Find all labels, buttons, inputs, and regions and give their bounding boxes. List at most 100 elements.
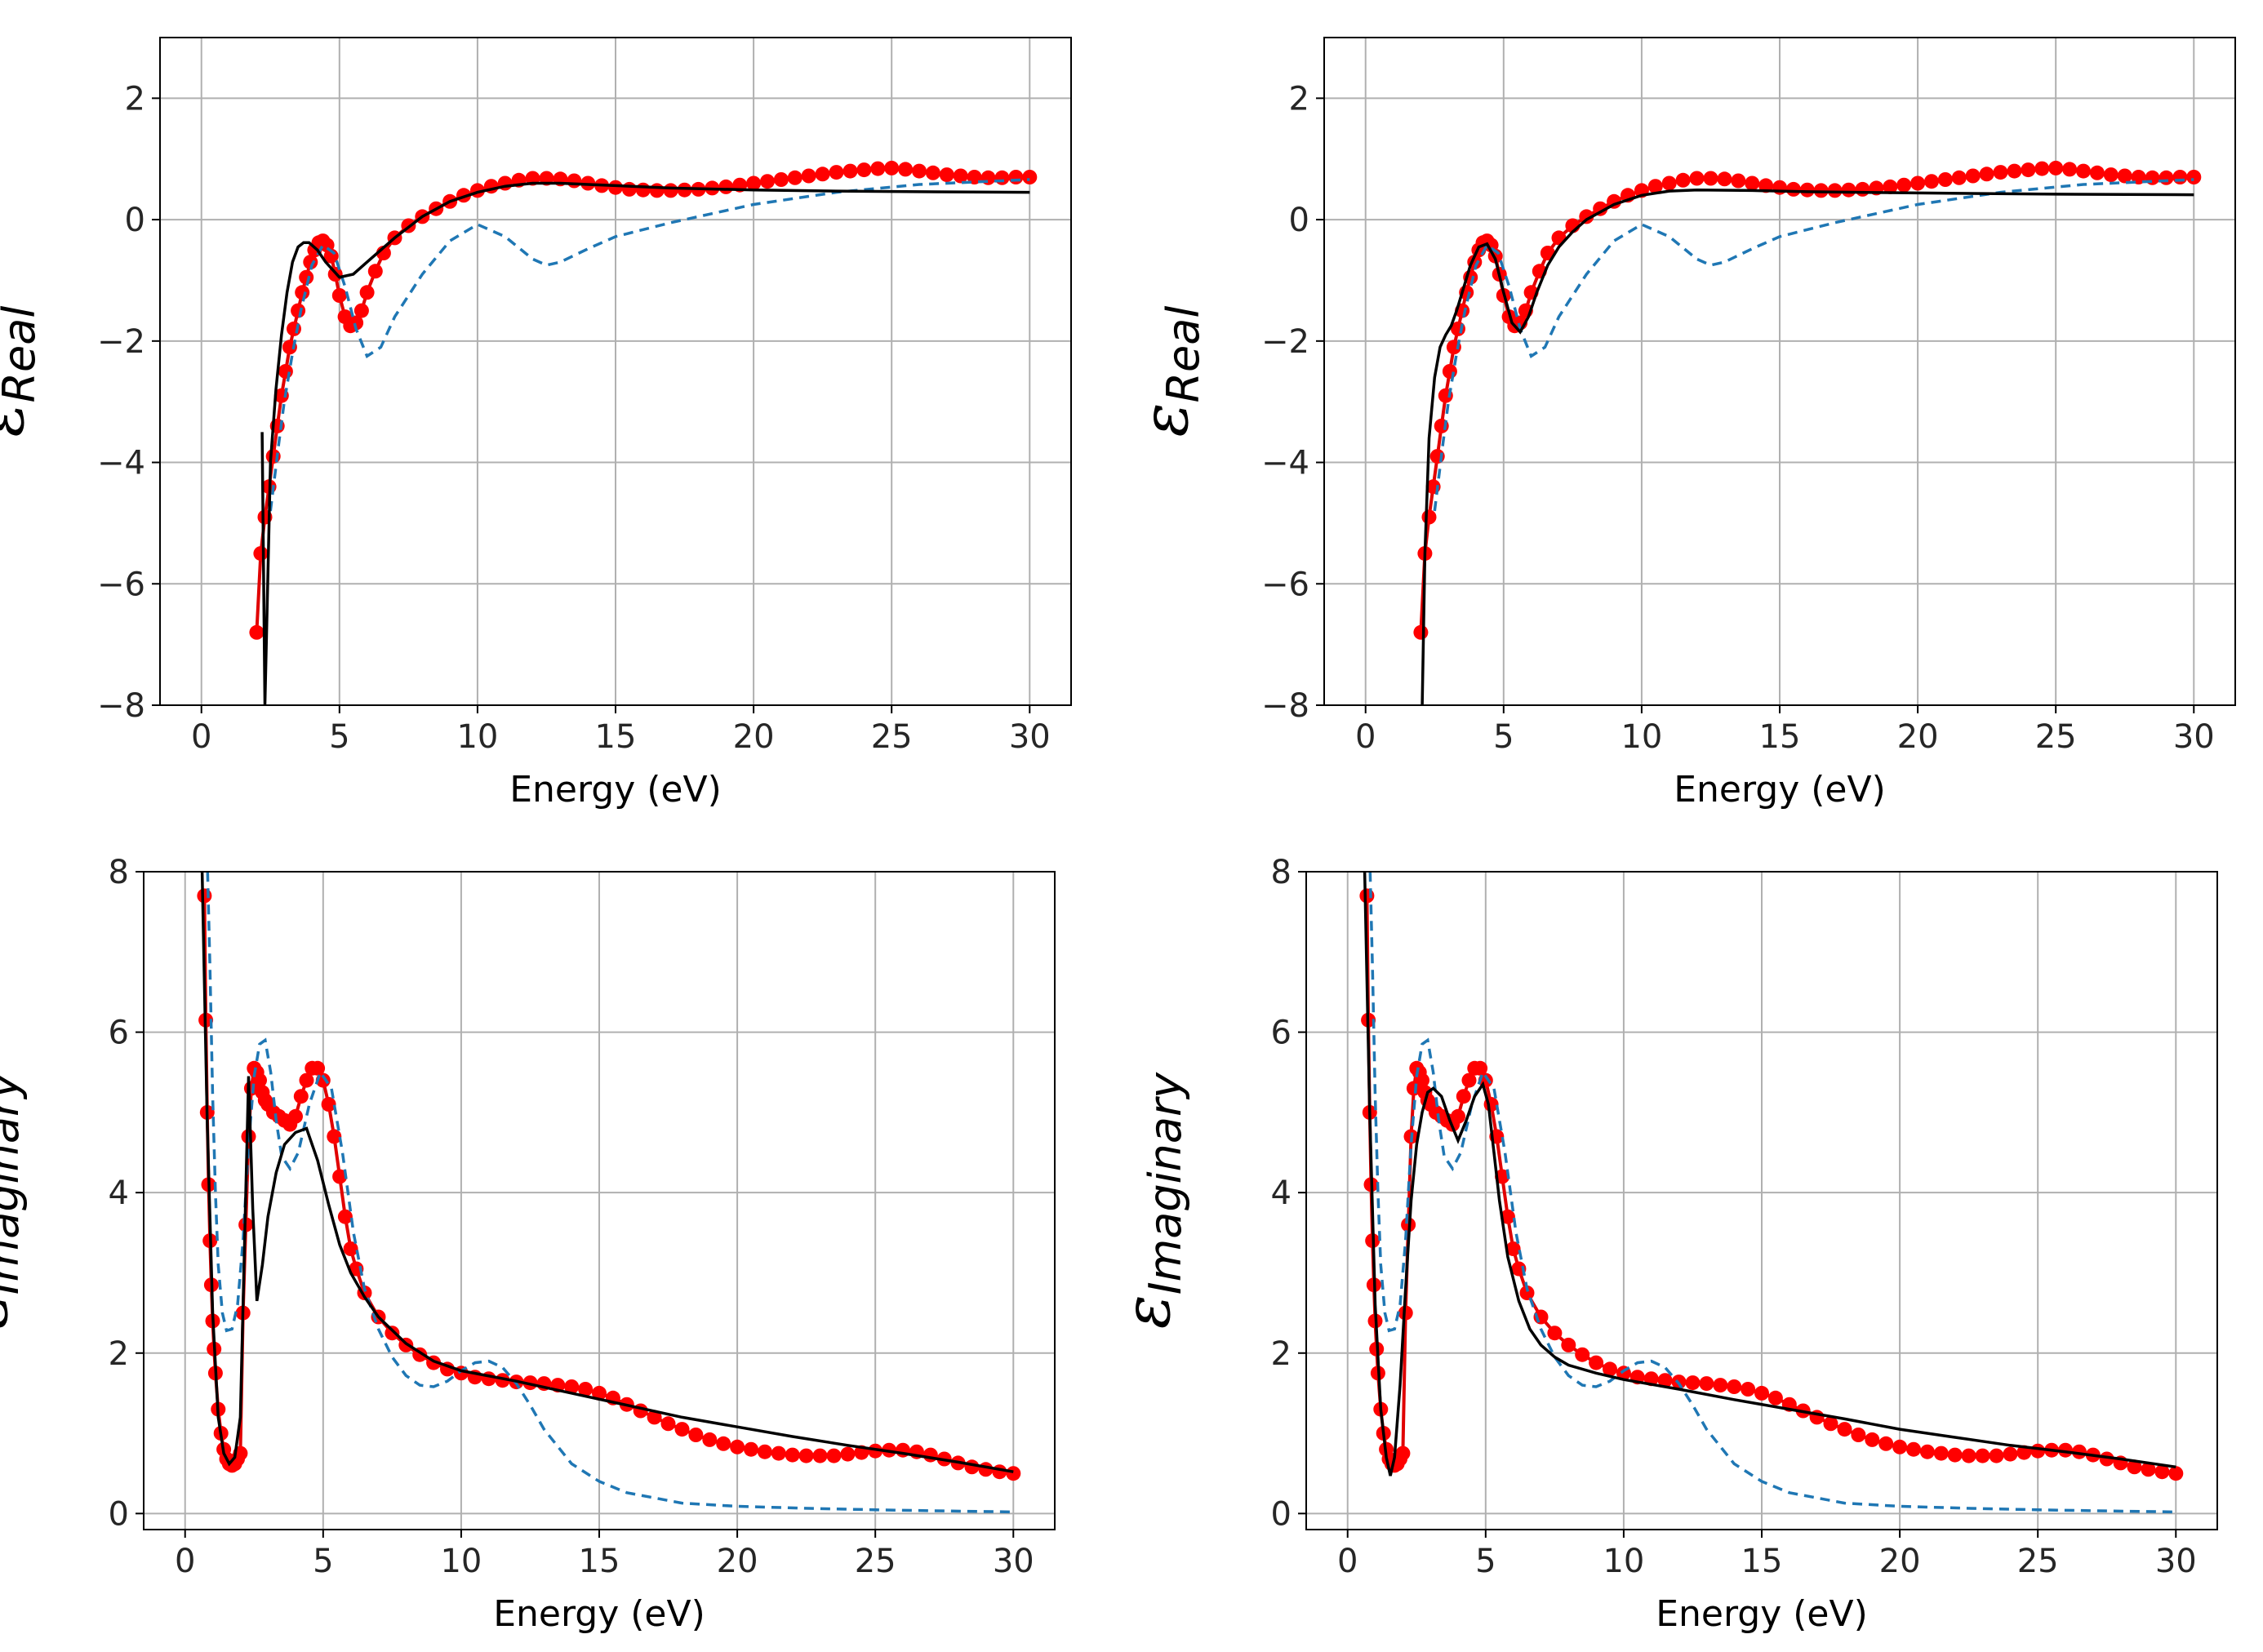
data-point <box>278 364 293 379</box>
data-point <box>332 1169 348 1184</box>
y-tick-label: 0 <box>1289 202 1309 239</box>
x-tick-label: 30 <box>2155 1543 2197 1580</box>
data-point <box>912 163 927 179</box>
data-point <box>2016 1445 2032 1460</box>
data-point <box>564 1379 580 1394</box>
series-line-reference <box>206 872 1014 1514</box>
data-point <box>1561 1337 1576 1352</box>
data-point <box>349 315 364 331</box>
panel-top-left-real: 0 5 10 15 20 25 30 −8 −6 −4 −2 0 2 Energy (eV) εReal <box>0 37 1072 810</box>
data-point <box>744 1441 758 1457</box>
y-tick-label: 2 <box>125 80 145 118</box>
data-point <box>884 160 900 175</box>
data-point <box>829 165 844 180</box>
x-tick-label: 5 <box>329 718 349 756</box>
x-tick-label: 25 <box>2017 1543 2059 1580</box>
x-axis-title: Energy (eV) <box>1674 769 1886 810</box>
data-point <box>939 167 954 183</box>
data-point <box>870 161 886 176</box>
x-tick-label: 20 <box>733 718 775 756</box>
data-point <box>337 1209 353 1224</box>
data-point <box>1965 168 1981 184</box>
data-point <box>826 1448 842 1463</box>
y-tick-label: −6 <box>1261 566 1309 603</box>
data-point <box>1993 165 2008 180</box>
data-point <box>1727 1379 1742 1394</box>
data-point <box>1006 1466 1021 1481</box>
data-point <box>1837 1422 1852 1437</box>
data-point <box>898 162 914 177</box>
x-tick-label: 10 <box>440 1543 482 1580</box>
data-point <box>1947 1447 1963 1463</box>
y-tick-label: −4 <box>97 445 145 482</box>
data-point <box>1785 181 1801 197</box>
data-point <box>1979 167 1994 182</box>
data-point <box>2089 165 2105 180</box>
data-point <box>1395 1446 1411 1461</box>
data-point <box>1910 175 1926 191</box>
data-point <box>1461 1072 1477 1088</box>
panel-top-right-real: 0 5 10 15 20 25 30 −8 −6 −4 −2 0 2 Energy (eV) εReal <box>1129 37 2236 810</box>
data-point <box>1022 170 1038 184</box>
data-point <box>760 174 775 189</box>
x-tick-label: 20 <box>1897 718 1939 756</box>
data-point <box>674 1422 690 1437</box>
data-point <box>1924 174 1939 189</box>
data-point <box>2168 1466 2184 1481</box>
data-point <box>649 183 665 198</box>
data-point <box>718 179 734 194</box>
y-tick-label: 8 <box>109 854 129 891</box>
series-line-model <box>200 872 1014 1473</box>
x-tick-label: 5 <box>1475 1543 1496 1580</box>
y-tick-label: 2 <box>109 1335 129 1373</box>
panel-bottom-right-imaginary: 0 5 10 15 20 25 30 0 2 4 6 8 Energy (eV) εImaginary <box>1111 854 2218 1635</box>
data-point <box>1937 172 1953 187</box>
data-point <box>647 1410 662 1425</box>
y-tick-label: −2 <box>1261 323 1309 361</box>
x-tick-label: 5 <box>313 1543 333 1580</box>
x-axis-title: Energy (eV) <box>493 1593 705 1635</box>
data-point <box>868 1443 883 1459</box>
data-point <box>2117 168 2132 184</box>
series-line-reference <box>1368 872 2176 1514</box>
y-axis-title-symbol: ε <box>1111 1295 1185 1329</box>
y-axis-title-subscript: Real <box>1158 306 1209 403</box>
x-tick-label: 20 <box>1879 1543 1921 1580</box>
data-point <box>787 170 802 185</box>
x-tick-label: 15 <box>595 718 637 756</box>
data-point <box>343 1241 358 1256</box>
data-point <box>757 1444 772 1459</box>
data-point <box>1456 1089 1471 1104</box>
data-point <box>367 264 383 279</box>
y-tick-label: −8 <box>1261 687 1309 725</box>
data-point <box>2007 163 2022 179</box>
x-tick-label: 15 <box>1759 718 1801 756</box>
x-tick-label: 0 <box>1355 718 1376 756</box>
data-point <box>702 1432 718 1447</box>
y-tick-label: 2 <box>1271 1335 1292 1373</box>
data-point <box>592 1385 607 1401</box>
data-point <box>1827 183 1843 198</box>
data-point <box>1505 1241 1521 1256</box>
x-tick-label: 30 <box>993 1543 1034 1580</box>
data-point <box>2030 1443 2046 1459</box>
data-point <box>856 162 872 178</box>
data-point <box>746 175 762 191</box>
series-line-reference <box>269 178 1030 512</box>
data-point <box>1500 1209 1515 1224</box>
data-point <box>578 1382 594 1397</box>
data-point <box>1575 1347 1590 1362</box>
x-tick-label: 0 <box>1337 1543 1358 1580</box>
data-point <box>2003 1446 2018 1462</box>
data-point <box>295 285 310 300</box>
data-point <box>1919 1444 1935 1459</box>
x-tick-label: 10 <box>1621 718 1662 756</box>
data-point <box>1841 182 1856 198</box>
data-point <box>567 173 582 189</box>
x-axis-title: Energy (eV) <box>509 769 722 810</box>
data-point <box>287 321 301 336</box>
data-point <box>2021 162 2036 178</box>
data-point <box>331 288 347 303</box>
x-tick-label: 15 <box>1741 1543 1783 1580</box>
data-point <box>2058 1442 2073 1458</box>
